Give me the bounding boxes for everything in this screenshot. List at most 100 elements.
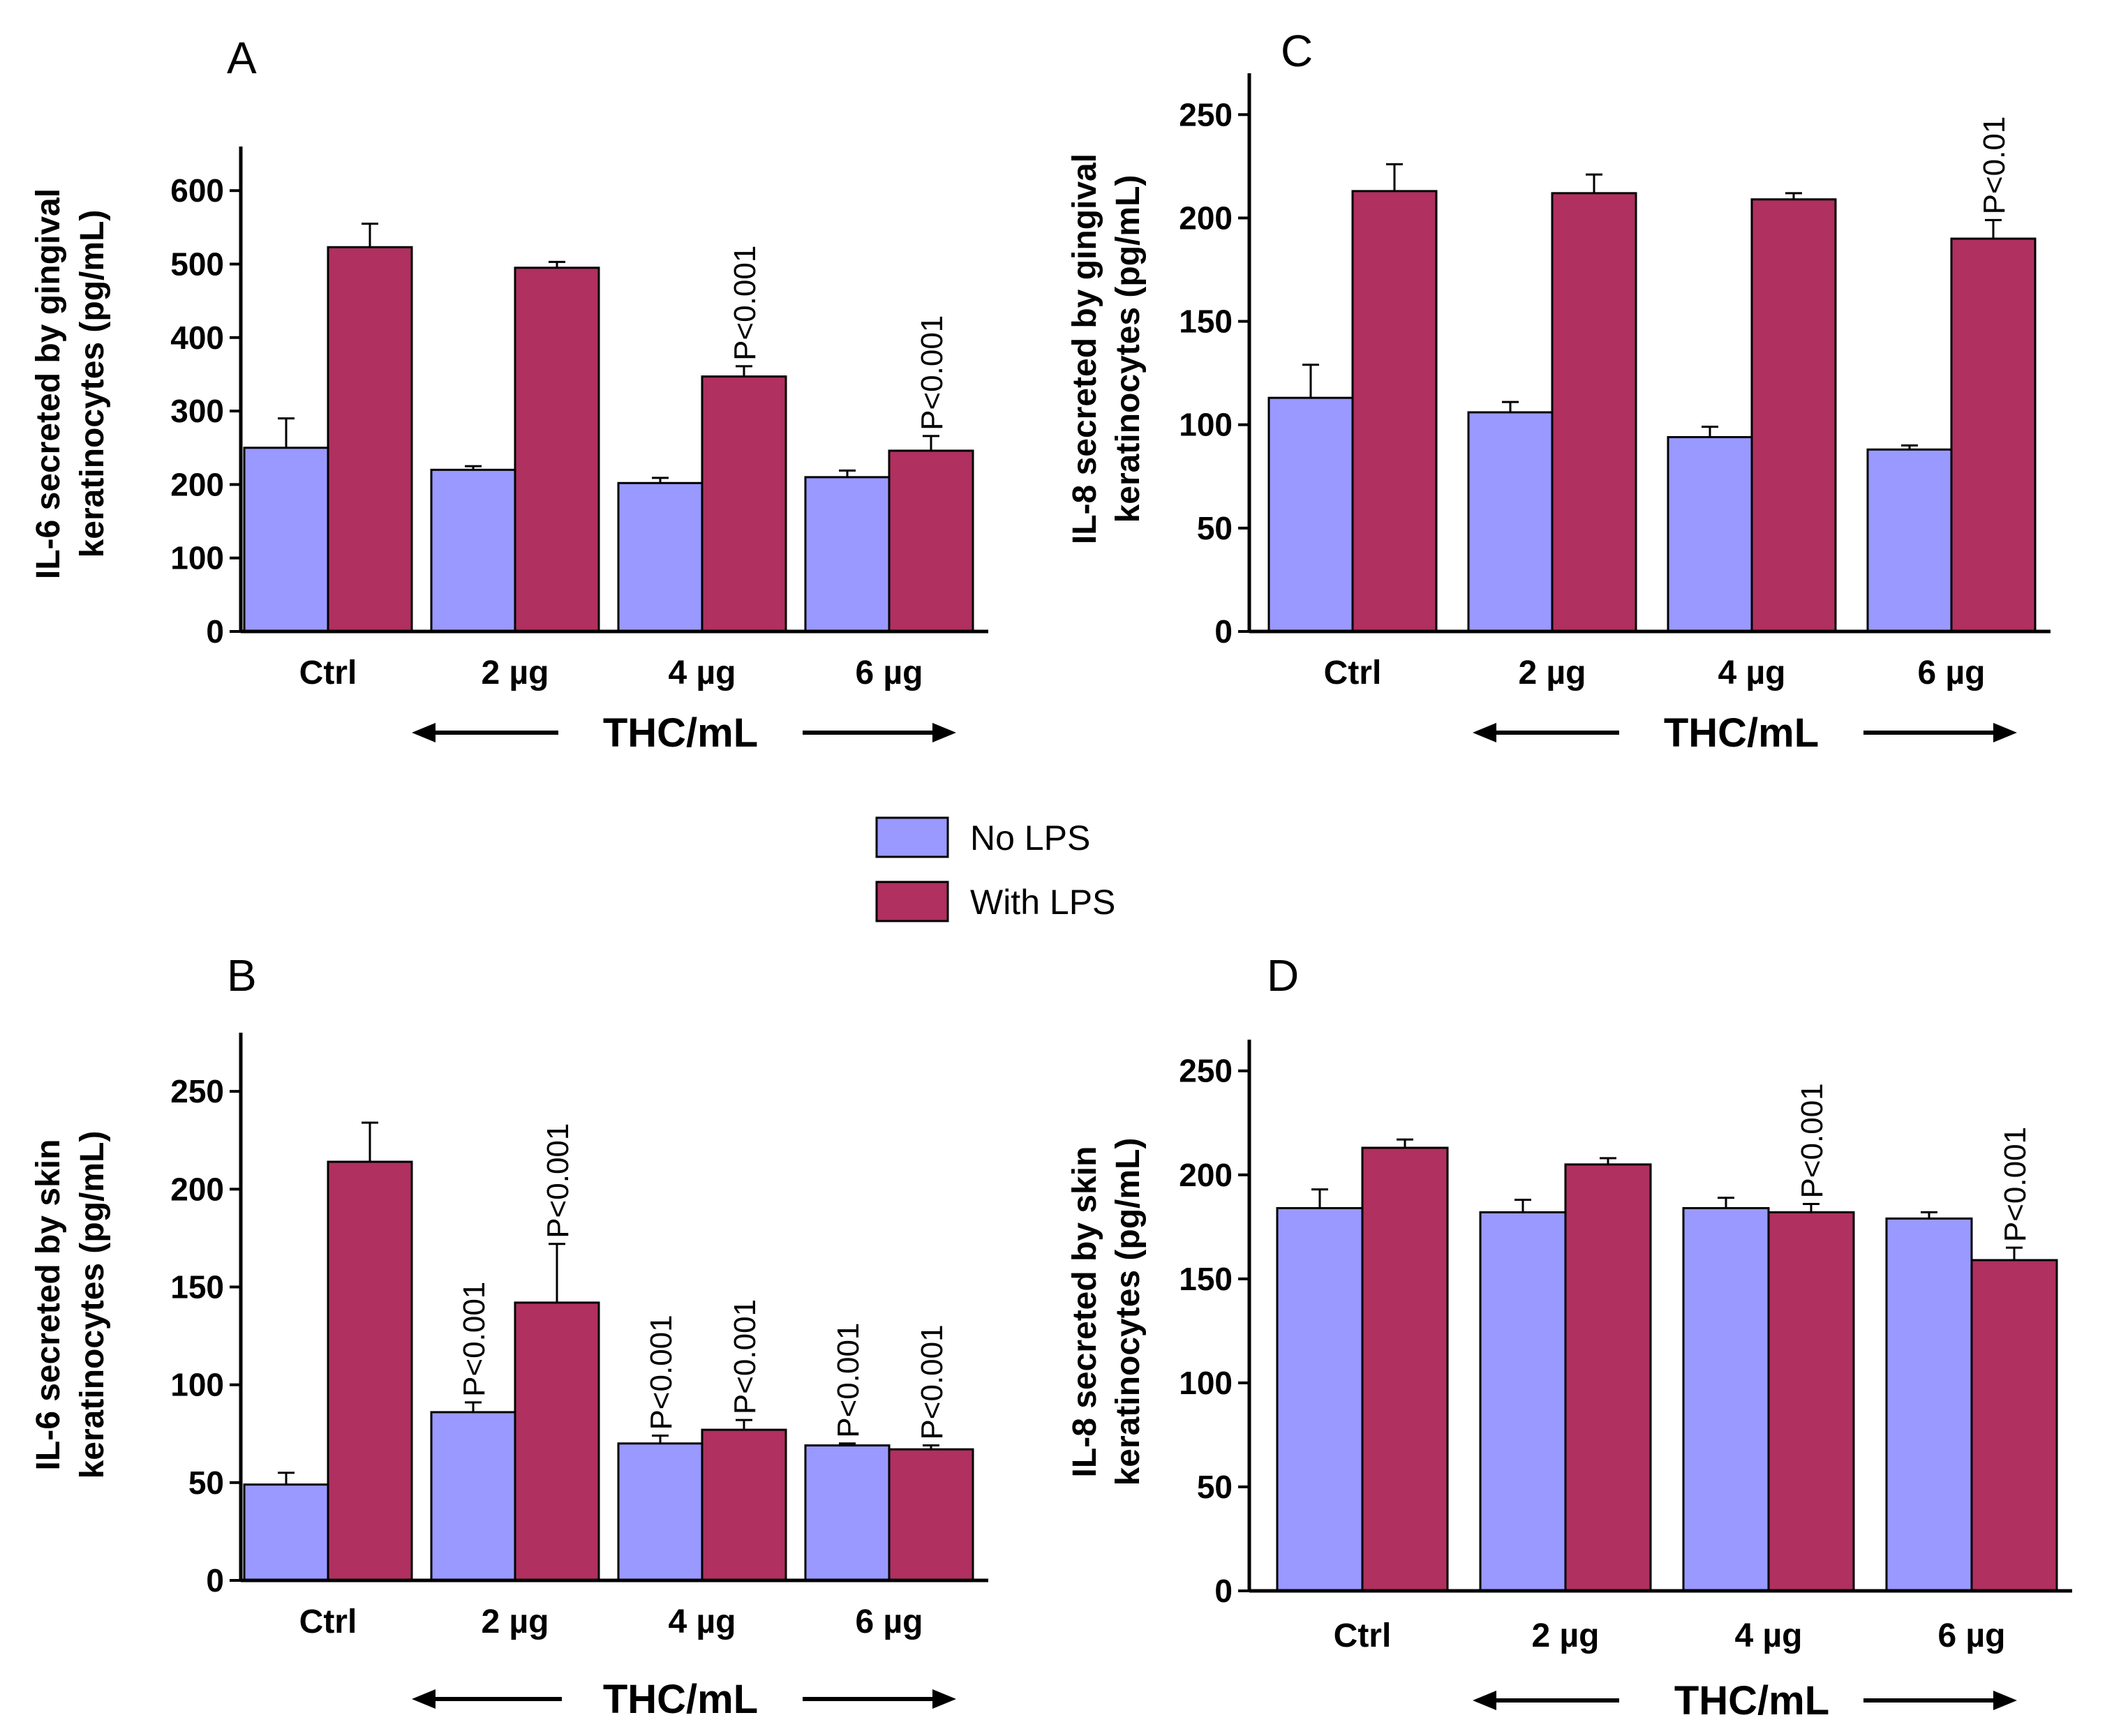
y-axis-title-line2: keratinocytes (pg/mL)	[1110, 175, 1147, 523]
bar-with-lps	[1767, 1211, 1855, 1592]
category-label: 6 µg	[855, 1603, 923, 1640]
legend-swatch-with-lps	[875, 881, 949, 922]
y-tick-label: 250	[170, 1073, 224, 1109]
bar-with-lps	[1351, 190, 1438, 633]
bar-no-lps	[1267, 396, 1354, 633]
category-label: 2 µg	[1518, 654, 1586, 691]
panel-letter: D	[1267, 950, 1299, 1001]
bar-no-lps	[243, 1483, 329, 1582]
p-value-label: P<0.001	[728, 1299, 762, 1414]
y-axis-title-line2: keratinocytes (pg/mL)	[1110, 1138, 1147, 1486]
bar-with-lps	[888, 449, 974, 633]
bar-with-lps	[514, 1301, 600, 1582]
arrowhead-right	[1993, 723, 2017, 742]
panel-d: D IL-8 secreted by skin keratinocytes (pg/…	[1066, 950, 2072, 1723]
p-value-label: P<0.001	[831, 1323, 865, 1438]
bar-no-lps	[1667, 435, 1753, 633]
category-label: 4 µg	[1734, 1617, 1802, 1654]
bar-no-lps	[804, 476, 891, 633]
bar-no-lps	[1479, 1211, 1567, 1592]
bar-no-lps	[1467, 411, 1554, 633]
p-value-label: P<0.001	[644, 1315, 678, 1430]
bar-with-lps	[1361, 1146, 1449, 1592]
x-axis-title: THC/mL	[603, 1677, 758, 1722]
category-label: Ctrl	[1324, 654, 1382, 691]
panel-b: B IL-6 secreted by skin keratinocytes (pg/…	[30, 950, 988, 1722]
category-label: 6 µg	[1937, 1617, 2005, 1654]
y-tick-label: 50	[1197, 510, 1233, 546]
category-label: Ctrl	[299, 1603, 357, 1640]
y-tick-label: 600	[170, 172, 224, 209]
category-label: 6 µg	[855, 654, 923, 691]
category-label: 2 µg	[1531, 1617, 1599, 1654]
bar-no-lps	[617, 481, 704, 633]
p-value-label: P<0.001	[915, 315, 949, 431]
p-value-label: P<0.001	[457, 1282, 491, 1397]
panel-letter: B	[227, 950, 257, 1001]
y-tick-label: 300	[170, 393, 224, 429]
category-label: 6 µg	[1917, 654, 1985, 691]
y-tick-label: 500	[170, 246, 224, 282]
bar-no-lps	[243, 447, 329, 633]
bar-with-lps	[701, 1428, 787, 1582]
panel-letter: A	[227, 33, 257, 83]
bar-with-lps	[701, 375, 787, 633]
y-axis-title-line2: keratinocytes (pg/mL)	[74, 1131, 111, 1479]
category-label: 4 µg	[668, 1603, 736, 1640]
bar-with-lps	[1551, 192, 1637, 633]
x-axis-title: THC/mL	[1664, 710, 1819, 756]
arrowhead-left	[412, 723, 436, 742]
legend-swatch-no-lps	[875, 816, 949, 858]
y-tick-label: 0	[206, 1562, 224, 1599]
bar-with-lps	[1970, 1259, 2058, 1592]
panel-c: C IL-8 secreted by gingival keratinocytes …	[1066, 26, 2051, 756]
legend-label-with-lps: With LPS	[970, 883, 1115, 922]
bar-with-lps	[1750, 198, 1837, 633]
panel-letter: C	[1281, 26, 1313, 76]
bar-no-lps	[1866, 448, 1953, 633]
y-tick-label: 250	[1179, 1053, 1233, 1089]
y-axis-title-line2: keratinocytes (pg/mL)	[74, 210, 111, 558]
y-tick-label: 150	[1179, 304, 1233, 340]
arrowhead-left	[1473, 1691, 1496, 1710]
p-value-label: P<0.001	[728, 246, 762, 361]
p-value-label: P<0.01	[1977, 117, 2011, 215]
bar-no-lps	[1276, 1206, 1364, 1592]
bar-with-lps	[327, 246, 413, 633]
bar-no-lps	[804, 1444, 891, 1582]
y-tick-label: 150	[170, 1269, 224, 1305]
y-tick-label: 150	[1179, 1261, 1233, 1297]
y-tick-label: 50	[188, 1465, 224, 1501]
y-tick-label: 100	[1179, 1365, 1233, 1401]
bar-no-lps	[1682, 1206, 1770, 1592]
x-axis-title: THC/mL	[603, 710, 758, 756]
bar-no-lps	[617, 1442, 704, 1582]
category-label: 2 µg	[481, 1603, 549, 1640]
arrowhead-right	[1993, 1691, 2017, 1710]
y-tick-label: 100	[170, 540, 224, 576]
p-value-label: P<0.001	[541, 1123, 575, 1239]
arrowhead-right	[932, 723, 956, 742]
arrowhead-left	[1473, 723, 1496, 742]
category-label: 2 µg	[481, 654, 549, 691]
y-tick-label: 200	[1179, 200, 1233, 236]
bar-no-lps	[430, 1411, 516, 1582]
y-axis-title-line1: IL-8 secreted by gingival	[1066, 154, 1103, 544]
bar-with-lps	[888, 1448, 974, 1582]
x-axis-title: THC/mL	[1674, 1678, 1829, 1723]
category-label: Ctrl	[299, 654, 357, 691]
arrowhead-right	[932, 1689, 956, 1709]
y-tick-label: 400	[170, 320, 224, 356]
p-value-label: P<0.001	[915, 1324, 949, 1439]
arrowhead-left	[412, 1689, 436, 1709]
p-value-label: P<0.001	[1795, 1083, 1829, 1198]
y-tick-label: 100	[1179, 407, 1233, 443]
y-tick-label: 0	[206, 613, 224, 650]
legend: No LPS With LPS	[875, 816, 1115, 922]
bar-with-lps	[514, 267, 600, 633]
bar-no-lps	[430, 468, 516, 633]
category-label: Ctrl	[1334, 1617, 1392, 1654]
category-label: 4 µg	[668, 654, 736, 691]
y-axis-title-line1: IL-8 secreted by skin	[1066, 1146, 1103, 1478]
